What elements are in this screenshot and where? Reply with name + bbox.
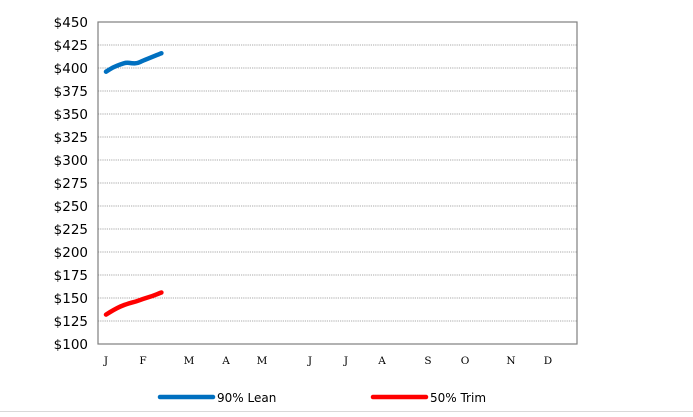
x-tick-label: F <box>139 355 146 367</box>
x-tick-label: J <box>103 355 108 367</box>
y-tick-label: $300 <box>54 153 88 169</box>
x-tick-label: S <box>424 355 431 367</box>
y-tick-label: $125 <box>54 314 88 330</box>
y-tick-label: $250 <box>54 199 88 215</box>
y-tick-label: $350 <box>54 107 88 123</box>
y-tick-label: $450 <box>54 15 88 31</box>
series-line-90-lean <box>103 51 164 74</box>
series-lines <box>103 51 164 317</box>
series-line-50-trim <box>103 290 164 317</box>
y-tick-label: $400 <box>54 61 88 77</box>
y-tick-label: $275 <box>54 176 88 192</box>
x-tick-label: A <box>221 355 230 367</box>
legend-label: 50% Trim <box>430 391 486 405</box>
y-tick-label: $150 <box>54 291 88 307</box>
plot-area-frame <box>97 21 578 345</box>
legend-label: 90% Lean <box>217 391 276 405</box>
x-tick-label: N <box>506 355 515 367</box>
bottom-divider <box>0 411 693 412</box>
x-tick-label: O <box>461 355 470 367</box>
y-axis-tick-labels: $100 $125 $150 $175 $200 $225 $250 $275 $300 $325… <box>54 15 88 353</box>
x-tick-label: D <box>544 355 552 367</box>
y-tick-label: $200 <box>54 245 88 261</box>
x-tick-label: M <box>257 355 268 367</box>
x-tick-label: M <box>184 355 195 367</box>
x-tick-label: A <box>377 355 386 367</box>
y-tick-label: $100 <box>54 337 88 353</box>
legend: 90% Lean 50% Trim <box>157 391 486 405</box>
x-tick-label: J <box>307 355 312 367</box>
x-tick-label: J <box>343 355 348 367</box>
y-tick-label: $375 <box>54 84 88 100</box>
gridlines <box>98 44 577 322</box>
y-tick-label: $425 <box>54 38 88 54</box>
y-tick-label: $225 <box>54 222 88 238</box>
y-tick-label: $325 <box>54 130 88 146</box>
y-tick-label: $175 <box>54 268 88 284</box>
